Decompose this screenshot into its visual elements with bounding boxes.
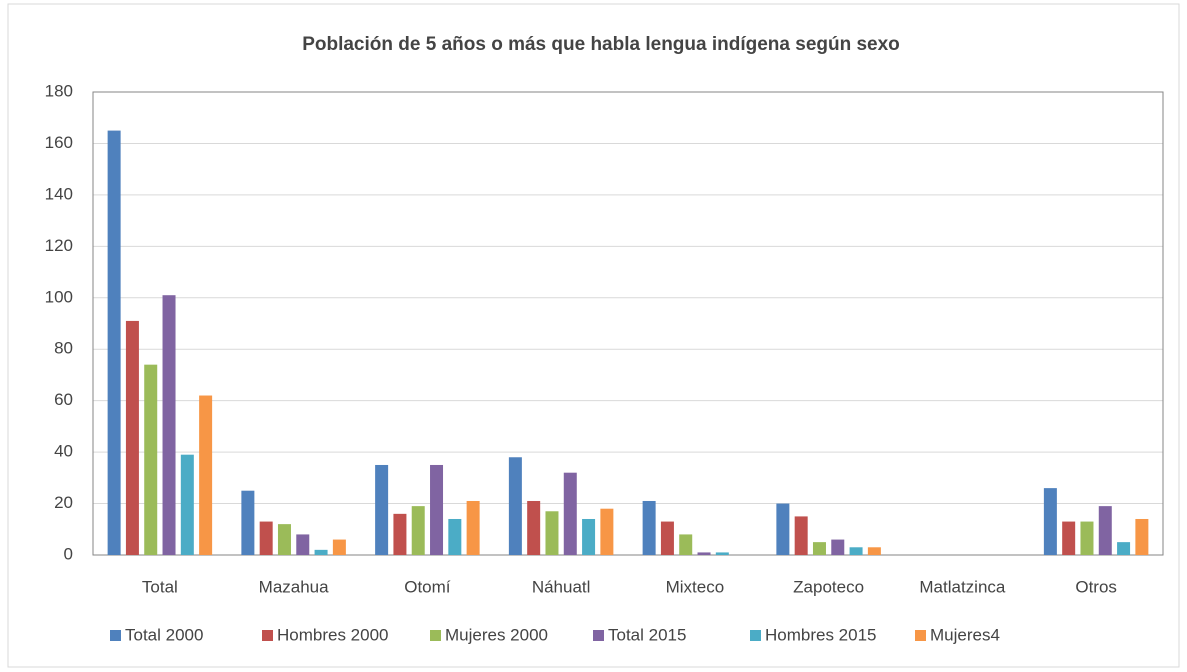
y-tick-label: 80: [54, 339, 73, 358]
chart-frame: [7, 3, 1180, 668]
y-tick-label: 40: [54, 442, 73, 461]
bar: [867, 547, 881, 555]
bar: [296, 534, 310, 555]
legend-swatch: [262, 630, 273, 641]
y-tick-label: 180: [45, 81, 73, 100]
plot-area: [92, 91, 1164, 556]
bar: [582, 518, 596, 555]
bar: [794, 516, 808, 555]
x-tick-label: Zapoteco: [793, 577, 864, 596]
bar: [849, 547, 863, 555]
legend-label: Hombres 2000: [277, 625, 389, 644]
bar: [812, 542, 826, 555]
bar: [600, 508, 614, 555]
bar: [776, 503, 790, 555]
legend-label: Total 2015: [608, 625, 686, 644]
y-tick-label: 160: [45, 133, 73, 152]
bar: [1043, 488, 1057, 555]
bar: [199, 395, 213, 555]
x-tick-label: Otros: [1075, 577, 1117, 596]
y-tick-label: 100: [45, 287, 73, 306]
bar: [259, 521, 273, 555]
bar: [1135, 518, 1149, 555]
bar: [180, 454, 194, 555]
bar: [277, 524, 291, 555]
legend-swatch: [430, 630, 441, 641]
x-tick-label: Mixteco: [666, 577, 725, 596]
bar: [107, 130, 121, 556]
y-tick-label: 60: [54, 390, 73, 409]
bar: [527, 500, 541, 555]
bar: [1062, 521, 1076, 555]
legend-swatch: [750, 630, 761, 641]
legend-label: Mujeres4: [930, 625, 1000, 644]
legend-label: Mujeres 2000: [445, 625, 548, 644]
bar: [545, 511, 559, 555]
bar: [679, 534, 693, 555]
bar: [375, 464, 389, 555]
legend-swatch: [593, 630, 604, 641]
bar: [508, 457, 522, 555]
bar: [715, 552, 729, 555]
bar: [831, 539, 845, 555]
bar: [642, 500, 656, 555]
bar: [1098, 506, 1112, 555]
bar: [1080, 521, 1094, 555]
bar: [125, 320, 139, 555]
bar: [241, 490, 255, 555]
bar: [697, 552, 711, 555]
x-tick-label: Total: [142, 577, 178, 596]
y-tick-label: 120: [45, 236, 73, 255]
x-tick-label: Matlatzinca: [919, 577, 1006, 596]
x-tick-label: Mazahua: [259, 577, 329, 596]
bar: [448, 518, 462, 555]
y-tick-label: 140: [45, 184, 73, 203]
bar: [144, 364, 158, 555]
bar: [411, 506, 425, 555]
bar: [430, 464, 444, 555]
legend-label: Hombres 2015: [765, 625, 877, 644]
x-tick-label: Náhuatl: [532, 577, 591, 596]
bar: [1117, 542, 1131, 555]
legend-swatch: [915, 630, 926, 641]
y-tick-label: 0: [64, 544, 73, 563]
legend-label: Total 2000: [125, 625, 203, 644]
x-tick-label: Otomí: [404, 577, 451, 596]
bar: [660, 521, 674, 555]
bar: [314, 549, 328, 555]
bar: [332, 539, 346, 555]
legend-swatch: [110, 630, 121, 641]
bar: [162, 295, 176, 555]
y-tick-label: 20: [54, 493, 73, 512]
chart-title: Población de 5 años o más que habla leng…: [302, 34, 900, 55]
bar: [393, 513, 407, 555]
bar: [563, 472, 577, 555]
bar: [466, 500, 480, 555]
